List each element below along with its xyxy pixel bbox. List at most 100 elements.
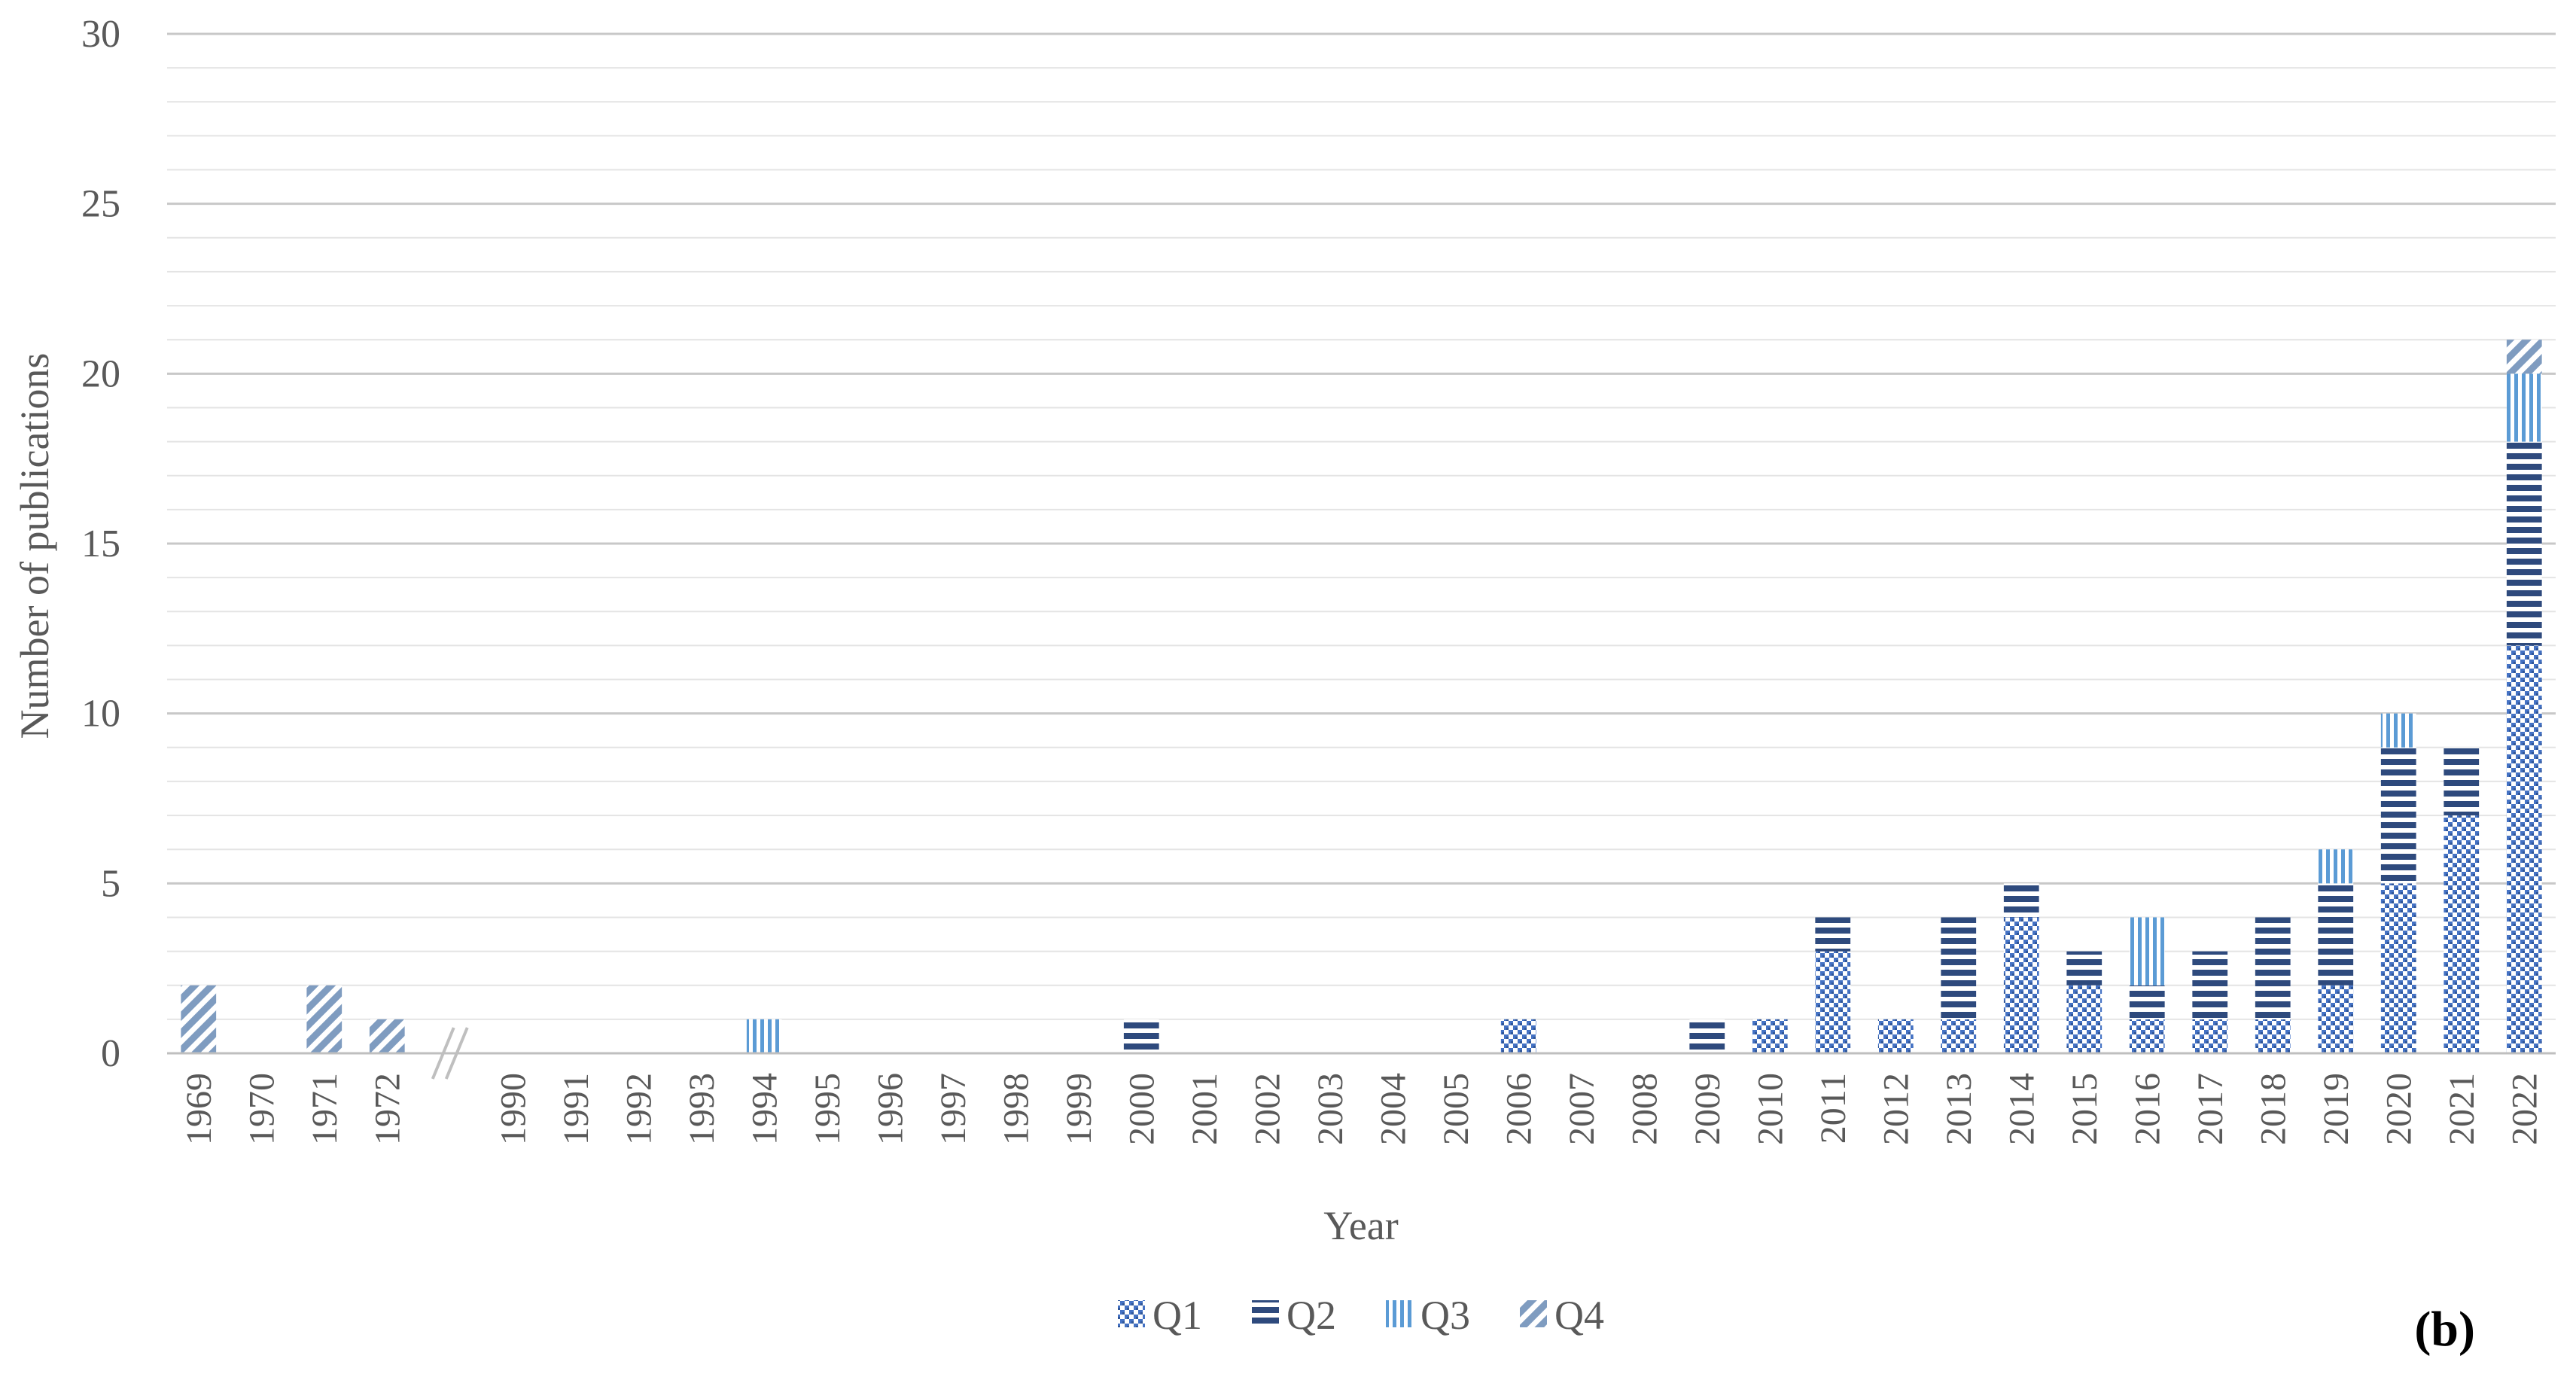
bar-segment-q3-2016 xyxy=(2129,917,2165,986)
x-axis-ticks: 1969 1970 1971 1972 1990 1991 1992 1993 1994 1995… xyxy=(179,1073,2545,1145)
x-tick-label: 2006 xyxy=(1499,1073,1539,1145)
bar-segment-q2-2019 xyxy=(2318,883,2354,986)
x-tick-label: 2004 xyxy=(1373,1073,1413,1145)
bar-segment-q1-2015 xyxy=(2066,985,2103,1053)
x-tick-label: 1995 xyxy=(808,1073,848,1145)
x-tick-label: 2020 xyxy=(2379,1073,2419,1145)
x-tick-label: 2017 xyxy=(2191,1073,2230,1145)
x-tick-label: 1994 xyxy=(744,1073,784,1145)
bar-segment-q4-1969 xyxy=(181,985,217,1053)
bar-segment-q1-2014 xyxy=(2003,917,2039,1053)
y-axis-ticks: 0 5 10 15 20 25 30 xyxy=(81,13,120,1075)
x-tick-label: 2005 xyxy=(1436,1073,1476,1145)
bar-segment-q2-2021 xyxy=(2444,747,2480,816)
x-tick-label: 1969 xyxy=(179,1073,219,1145)
x-tick-label: 2014 xyxy=(2002,1073,2042,1145)
x-tick-label: 1998 xyxy=(996,1073,1036,1145)
x-tick-label: 1996 xyxy=(870,1073,910,1145)
x-tick-label: 2000 xyxy=(1122,1073,1162,1145)
bar-segment-q2-2000 xyxy=(1123,1019,1159,1053)
bar-segment-q1-2020 xyxy=(2380,883,2416,1053)
axis-break-stroke xyxy=(444,1027,469,1080)
bar-segment-q3-2019 xyxy=(2318,849,2354,884)
bar-segment-q1-2012 xyxy=(1877,1019,1914,1053)
x-tick-label: 2009 xyxy=(1688,1073,1728,1145)
x-tick-label: 1972 xyxy=(367,1073,407,1145)
bar-segment-q3-2020 xyxy=(2380,713,2416,748)
x-tick-label: 2011 xyxy=(1813,1073,1853,1144)
bar-segment-q3-1994 xyxy=(746,1019,782,1053)
x-tick-label: 2002 xyxy=(1247,1073,1287,1145)
bars xyxy=(181,340,2542,1053)
x-tick-label: 2018 xyxy=(2253,1073,2293,1145)
x-tick-label: 1993 xyxy=(682,1073,722,1145)
panel-label: (b) xyxy=(2414,1302,2475,1357)
x-tick-label: 2007 xyxy=(1562,1073,1602,1145)
x-tick-label: 2021 xyxy=(2442,1073,2482,1145)
bar-segment-q2-2016 xyxy=(2129,985,2165,1019)
legend-label-q1: Q1 xyxy=(1153,1293,1202,1338)
x-tick-label: 2016 xyxy=(2127,1073,2167,1145)
bar-segment-q2-2018 xyxy=(2255,917,2291,1019)
y-tick-label: 5 xyxy=(101,862,120,905)
bar-segment-q2-2017 xyxy=(2192,951,2228,1019)
x-tick-label: 2013 xyxy=(1939,1073,1979,1145)
x-tick-label: 2008 xyxy=(1624,1073,1664,1145)
x-tick-label: 2012 xyxy=(1876,1073,1916,1145)
x-tick-label: 2022 xyxy=(2504,1073,2544,1145)
legend-swatch-q4 xyxy=(1520,1300,1547,1327)
bar-segment-q4-2022 xyxy=(2506,340,2542,374)
bar-segment-q2-2022 xyxy=(2506,441,2542,646)
gridlines xyxy=(167,32,2556,1020)
x-tick-label: 1999 xyxy=(1059,1073,1099,1145)
bar-segment-q2-2013 xyxy=(1941,917,1977,1019)
legend: Q1 Q2 Q3 Q4 xyxy=(1118,1293,1604,1338)
x-tick-label: 1991 xyxy=(556,1073,596,1145)
bar-segment-q1-2006 xyxy=(1500,1019,1536,1053)
bar-segment-q1-2022 xyxy=(2506,645,2542,1053)
legend-swatch-q2 xyxy=(1252,1300,1279,1327)
bar-segment-q1-2017 xyxy=(2192,1019,2228,1053)
legend-label-q3: Q3 xyxy=(1420,1293,1470,1338)
bar-segment-q4-1972 xyxy=(369,1019,405,1053)
y-tick-label: 30 xyxy=(81,13,120,56)
x-axis-title: Year xyxy=(1323,1203,1399,1248)
x-tick-label: 1990 xyxy=(493,1073,533,1145)
y-tick-label: 10 xyxy=(81,693,120,736)
bar-segment-q1-2011 xyxy=(1815,951,1851,1053)
x-tick-label: 2010 xyxy=(1750,1073,1790,1145)
bar-segment-q1-2019 xyxy=(2318,985,2354,1053)
bar-segment-q1-2013 xyxy=(1941,1019,1977,1053)
y-axis-title: Number of publications xyxy=(12,353,57,739)
bar-segment-q2-2011 xyxy=(1815,917,1851,952)
x-tick-label: 2001 xyxy=(1185,1073,1225,1145)
bar-segment-q2-2020 xyxy=(2380,747,2416,884)
x-tick-label: 1997 xyxy=(933,1073,973,1145)
x-tick-label: 2015 xyxy=(2065,1073,2105,1145)
bar-segment-q2-2014 xyxy=(2003,883,2039,918)
axis-break-stroke xyxy=(431,1027,455,1080)
y-tick-label: 0 xyxy=(101,1032,120,1075)
legend-swatch-q3 xyxy=(1386,1300,1413,1327)
y-tick-label: 15 xyxy=(81,522,120,565)
bar-segment-q4-1971 xyxy=(306,985,343,1053)
x-tick-label: 2003 xyxy=(1311,1073,1350,1145)
y-tick-label: 20 xyxy=(81,352,120,395)
legend-swatch-q1 xyxy=(1118,1300,1145,1327)
bar-segment-q1-2010 xyxy=(1752,1019,1788,1053)
x-tick-label: 2019 xyxy=(2316,1073,2356,1145)
x-tick-label: 1992 xyxy=(619,1073,659,1145)
x-tick-label: 1971 xyxy=(305,1073,345,1145)
x-tick-label: 1970 xyxy=(242,1073,282,1145)
legend-label-q4: Q4 xyxy=(1554,1293,1604,1338)
y-tick-label: 25 xyxy=(81,183,120,226)
bar-segment-q1-2016 xyxy=(2129,1019,2165,1053)
bar-segment-q1-2018 xyxy=(2255,1019,2291,1053)
bar-segment-q2-2015 xyxy=(2066,951,2103,986)
bar-segment-q2-2009 xyxy=(1689,1019,1725,1053)
bar-segment-q1-2021 xyxy=(2444,815,2480,1053)
axis-break-icon xyxy=(431,1027,469,1080)
legend-label-q2: Q2 xyxy=(1286,1293,1336,1338)
bar-segment-q3-2022 xyxy=(2506,373,2542,442)
